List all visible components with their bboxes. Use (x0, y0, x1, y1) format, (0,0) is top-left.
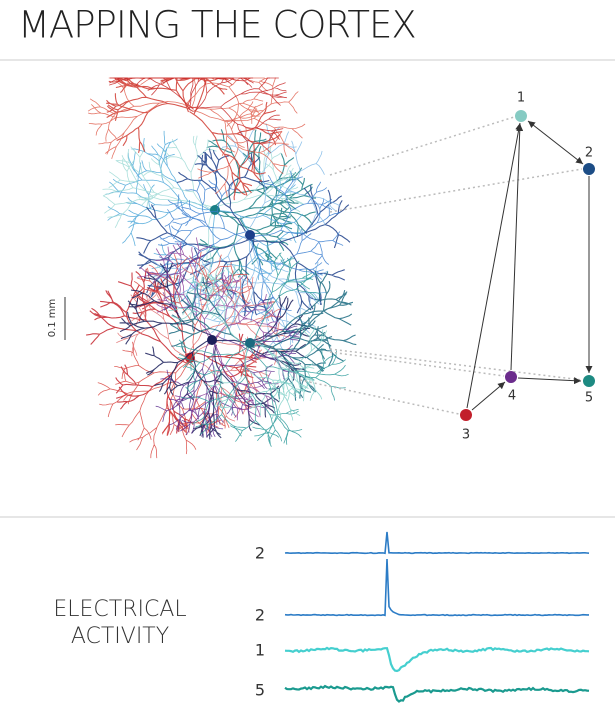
trace (284, 684, 590, 703)
scale-label: 0.1 mm (47, 299, 58, 338)
trace-label: 2 (255, 606, 265, 625)
node-label: 3 (462, 428, 470, 443)
node (583, 375, 595, 387)
soma (210, 205, 220, 215)
trace-label: 2 (255, 544, 265, 563)
projection-line (329, 116, 515, 176)
dendrite (155, 308, 301, 438)
trace-label: 1 (255, 641, 265, 660)
projection-lines (299, 116, 583, 415)
arrow (527, 120, 584, 165)
dendrite (168, 264, 328, 421)
activity-title: ELECTRICAL (53, 597, 186, 622)
nodes: 1 2 3 4 5 (460, 91, 595, 443)
projection-line (329, 348, 583, 381)
dendrite (109, 77, 287, 167)
node-label: 1 (517, 91, 525, 106)
node (505, 371, 517, 383)
arrow (510, 123, 524, 371)
node (515, 110, 527, 122)
node-label: 2 (585, 146, 593, 161)
trace (284, 558, 589, 617)
projection-line (299, 379, 460, 415)
projection-line (329, 351, 505, 377)
arrow (466, 122, 523, 409)
soma (207, 335, 217, 345)
dendrite (175, 252, 349, 447)
traces: 2 2 1 5 (255, 531, 590, 703)
title: MAPPING THE CORTEX (18, 4, 416, 47)
soma (245, 230, 255, 240)
node (460, 409, 472, 421)
dendrite (158, 170, 344, 323)
dendrite (168, 270, 357, 401)
trace (284, 646, 590, 673)
projection-line (329, 168, 583, 213)
dendrite (97, 251, 254, 459)
arrow (471, 381, 506, 411)
activity-title: ACTIVITY (71, 624, 169, 649)
trace-label: 5 (255, 681, 265, 700)
dendrite (137, 237, 279, 422)
connections (466, 120, 593, 411)
arrow (517, 377, 582, 385)
neuron-reconstruction (86, 77, 357, 459)
trace (284, 531, 590, 555)
node (583, 163, 595, 175)
node-label: 5 (585, 391, 593, 406)
soma (245, 338, 255, 348)
node-label: 4 (508, 389, 516, 404)
